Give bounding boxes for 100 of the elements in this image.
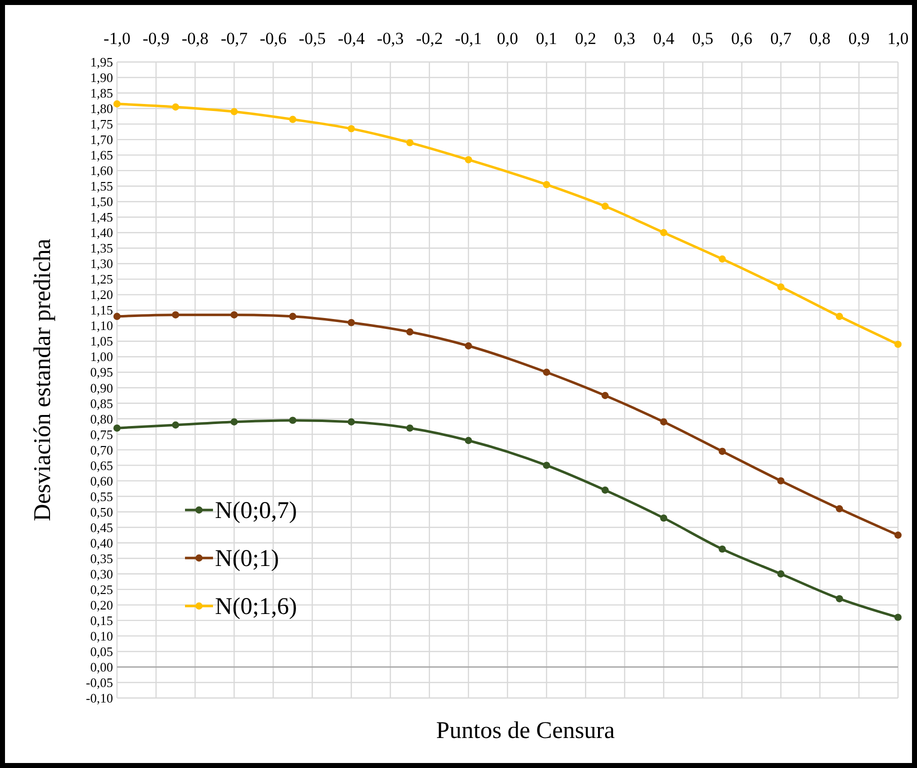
- y-tick-label: 0,35: [90, 550, 113, 566]
- x-axis-title: Puntos de Censura: [436, 718, 616, 744]
- x-tick-label: -0,1: [454, 29, 482, 48]
- y-tick-label: 1,20: [90, 287, 113, 302]
- x-tick-label: 0,3: [614, 29, 636, 48]
- point: [718, 255, 726, 263]
- y-tick-label: 0,65: [90, 458, 113, 473]
- point: [542, 368, 550, 376]
- y-tick-label: 1,10: [90, 318, 113, 334]
- point: [172, 311, 180, 318]
- point: [113, 424, 121, 432]
- y-tick-label: 1,50: [90, 194, 113, 210]
- x-tick-label: 0,6: [731, 29, 752, 48]
- point: [289, 116, 296, 123]
- point: [230, 418, 238, 426]
- point: [777, 477, 784, 484]
- x-tick-label: -0,6: [260, 29, 287, 48]
- y-tick-label: 0,95: [90, 364, 113, 380]
- point: [289, 312, 296, 320]
- y-axis-title: Desviación estandar predicha: [30, 238, 56, 522]
- y-tick-label: 0,50: [90, 504, 113, 520]
- y-tick-label: -0,05: [86, 674, 113, 690]
- x-tick-label: 0,8: [809, 29, 831, 48]
- y-tick-label: 1,55: [90, 178, 113, 194]
- point: [894, 340, 902, 348]
- point: [718, 545, 726, 553]
- legend-label: N(0;0,7): [215, 498, 297, 524]
- y-tick-label: -0,10: [86, 690, 113, 706]
- y-tick-label: 0,10: [90, 628, 113, 644]
- point: [836, 312, 844, 320]
- y-tick-label: 0,85: [90, 396, 113, 411]
- y-tick-label: 0,40: [90, 535, 113, 550]
- x-tick-label: 1,0: [887, 29, 909, 48]
- point: [406, 328, 414, 336]
- x-tick-label: 0,0: [496, 29, 518, 48]
- x-tick-label: 0,7: [770, 29, 792, 48]
- point: [348, 125, 355, 132]
- point: [660, 514, 668, 522]
- y-tick-label: 1,35: [90, 240, 113, 256]
- y-tick-label: 0,25: [90, 582, 113, 597]
- legend-label: N(0;1): [215, 546, 279, 572]
- y-tick-label: 0,80: [90, 411, 113, 426]
- y-tick-label: 1,85: [90, 86, 113, 101]
- point: [230, 108, 238, 116]
- y-tick-label: 1,15: [90, 302, 113, 318]
- y-tick-label: 1,30: [90, 256, 113, 272]
- y-tick-label: 1,60: [90, 163, 113, 178]
- y-tick-label: 0,70: [90, 442, 113, 458]
- y-tick-label: 1,00: [90, 349, 113, 364]
- y-tick-label: 0,20: [90, 597, 113, 612]
- point: [542, 462, 550, 469]
- point: [406, 424, 414, 432]
- x-tick-label: -0,3: [376, 29, 404, 48]
- point: [777, 283, 784, 291]
- y-tick-label: 1,90: [90, 70, 113, 86]
- point: [777, 570, 784, 578]
- x-tick-label: -0,4: [338, 29, 366, 48]
- x-tick-label: -0,2: [416, 29, 443, 48]
- point: [289, 416, 296, 424]
- y-tick-label: 1,75: [90, 116, 113, 132]
- point: [230, 311, 238, 318]
- point: [660, 229, 668, 236]
- point: [348, 319, 355, 326]
- point: [602, 486, 609, 494]
- x-tick-label: 0,9: [848, 29, 870, 48]
- y-tick-label: 1,70: [90, 132, 113, 148]
- x-tick-label: -0,8: [182, 29, 209, 48]
- point: [894, 532, 902, 539]
- point: [464, 342, 472, 350]
- point: [602, 202, 609, 210]
- x-tick-label: -1,0: [104, 29, 130, 48]
- y-tick-label: 1,45: [90, 210, 113, 225]
- point: [464, 436, 472, 444]
- y-tick-label: 1,95: [90, 54, 113, 70]
- point: [464, 156, 472, 164]
- point: [602, 392, 609, 400]
- x-tick-label: 0,2: [574, 29, 596, 48]
- y-tick-label: 1,65: [90, 148, 113, 163]
- y-tick-label: 0,45: [90, 520, 113, 535]
- y-tick-label: 1,25: [90, 272, 113, 287]
- y-tick-label: 0,55: [90, 488, 113, 504]
- point: [894, 614, 902, 621]
- point: [113, 312, 121, 320]
- legend-label: N(0;1,6): [215, 594, 297, 620]
- y-tick-label: 0,05: [90, 644, 113, 659]
- x-tick-label: -0,9: [142, 29, 170, 48]
- y-tick-label: 0,75: [90, 426, 113, 442]
- x-tick-label: 0,1: [536, 29, 558, 48]
- x-tick-label: 0,4: [653, 29, 675, 48]
- point: [836, 595, 844, 602]
- x-tick-label: 0,5: [692, 29, 714, 48]
- y-tick-label: 1,05: [90, 334, 113, 349]
- point: [718, 448, 726, 455]
- y-tick-label: 1,80: [90, 101, 113, 116]
- y-tick-label: 0,60: [90, 473, 113, 488]
- point: [113, 100, 121, 108]
- point: [406, 139, 414, 146]
- point: [348, 418, 355, 426]
- x-tick-label: -0,5: [298, 29, 326, 48]
- x-tick-label: -0,7: [220, 29, 248, 48]
